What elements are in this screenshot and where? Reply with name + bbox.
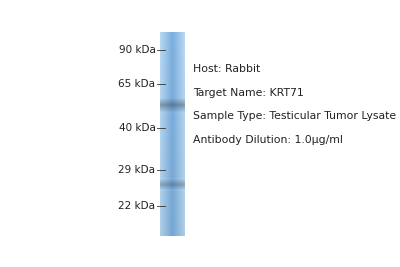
- Text: Sample Type: Testicular Tumor Lysate: Sample Type: Testicular Tumor Lysate: [193, 111, 396, 121]
- Text: 65 kDa: 65 kDa: [118, 80, 155, 89]
- Text: Antibody Dilution: 1.0µg/ml: Antibody Dilution: 1.0µg/ml: [193, 135, 342, 145]
- Text: 40 kDa: 40 kDa: [118, 123, 155, 133]
- Text: 90 kDa: 90 kDa: [118, 45, 155, 54]
- Text: Host: Rabbit: Host: Rabbit: [193, 64, 260, 74]
- Text: 22 kDa: 22 kDa: [118, 201, 155, 211]
- Text: 29 kDa: 29 kDa: [118, 165, 155, 175]
- Text: Target Name: KRT71: Target Name: KRT71: [193, 88, 303, 98]
